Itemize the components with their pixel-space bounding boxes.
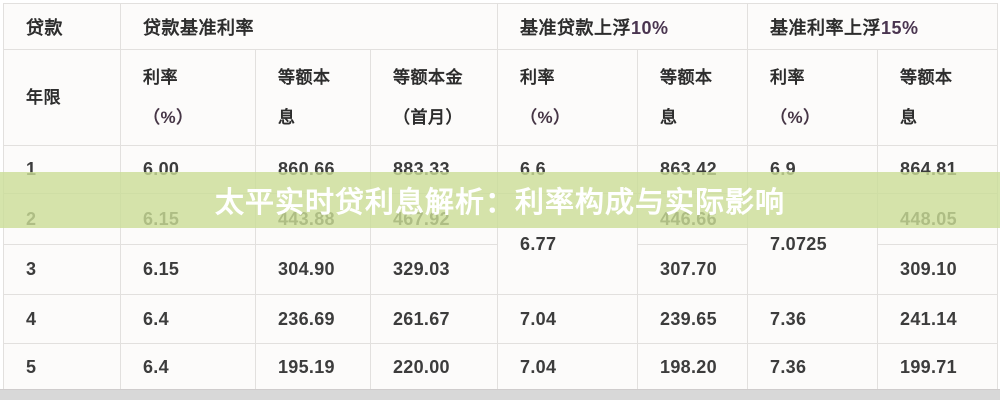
table-cell: 4: [3, 294, 121, 344]
table-row: 5 6.4 195.19 220.00 7.04 198.20 7.36 199…: [3, 343, 999, 391]
table-cell: 6.15: [120, 244, 256, 295]
group-header-loan: 贷款: [3, 3, 121, 50]
group-header-rate: 15%: [881, 17, 919, 38]
table-cell: 5: [3, 343, 121, 391]
table-row: 3 6.15 304.90 329.03 307.70 309.10: [3, 244, 999, 295]
table-cell: 241.14: [877, 294, 999, 344]
table-cell: 6.4: [120, 343, 256, 391]
column-header-epi: 等额本息: [637, 49, 749, 146]
table-cell: 261.67: [369, 294, 499, 344]
table-cell: 6.4: [120, 294, 256, 344]
table-cell: 7.36: [747, 343, 879, 391]
group-header-label: 基准贷款上浮: [520, 17, 632, 38]
group-header-label: 贷款: [26, 17, 63, 38]
column-header-row: 年限 利率 （%） 等额本息 等额本金 （首月） 利率 （%） 等额本息 利率 （%） …: [3, 49, 999, 146]
group-header-base-rate: 贷款基准利率: [119, 3, 499, 50]
column-header-rate: 利率 （%）: [497, 49, 639, 146]
table-row: 4 6.4 236.69 261.67 7.04 239.65 7.36 241…: [3, 294, 999, 344]
table-cell: 309.10: [877, 244, 999, 295]
column-header-ep-firstmonth: 等额本金 （首月）: [369, 49, 499, 146]
overlay-banner: 太平实时贷利息解析：利率构成与实际影响: [0, 172, 1000, 228]
group-header-up15: 基准利率上浮15%: [747, 3, 999, 50]
table-cell: 239.65: [637, 294, 749, 344]
group-header-rate: 10%: [631, 17, 669, 38]
group-header-label: 贷款基准利率: [143, 17, 254, 38]
column-header-epi: 等额本息: [255, 49, 371, 146]
table-cell: 7.36: [747, 294, 879, 344]
column-header-epi: 等额本息: [877, 49, 999, 146]
column-header-rate: 利率 （%）: [120, 49, 256, 146]
table-cell: 304.90: [255, 244, 371, 295]
banner-title: 太平实时贷利息解析：利率构成与实际影响: [214, 187, 785, 219]
bottom-strip: [0, 389, 1000, 400]
table-cell: 3: [3, 244, 121, 295]
table-cell: 195.19: [255, 343, 371, 391]
group-header-up10: 基准贷款上浮10%: [497, 3, 749, 50]
table-cell: 198.20: [637, 343, 749, 391]
table-cell: 329.03: [369, 244, 499, 295]
column-header-rate: 利率 （%）: [747, 49, 879, 146]
table-cell: 199.71: [877, 343, 999, 391]
group-header-row: 贷款 贷款基准利率 基准贷款上浮10% 基准利率上浮15%: [3, 3, 999, 50]
column-header-year: 年限: [3, 49, 121, 146]
table-cell: 307.70: [637, 244, 749, 295]
group-header-label: 基准利率上浮: [770, 17, 882, 38]
table-cell: 236.69: [255, 294, 371, 344]
table-cell: 7.04: [497, 343, 639, 391]
table-cell: 7.04: [497, 294, 639, 344]
table-cell: 220.00: [369, 343, 499, 391]
